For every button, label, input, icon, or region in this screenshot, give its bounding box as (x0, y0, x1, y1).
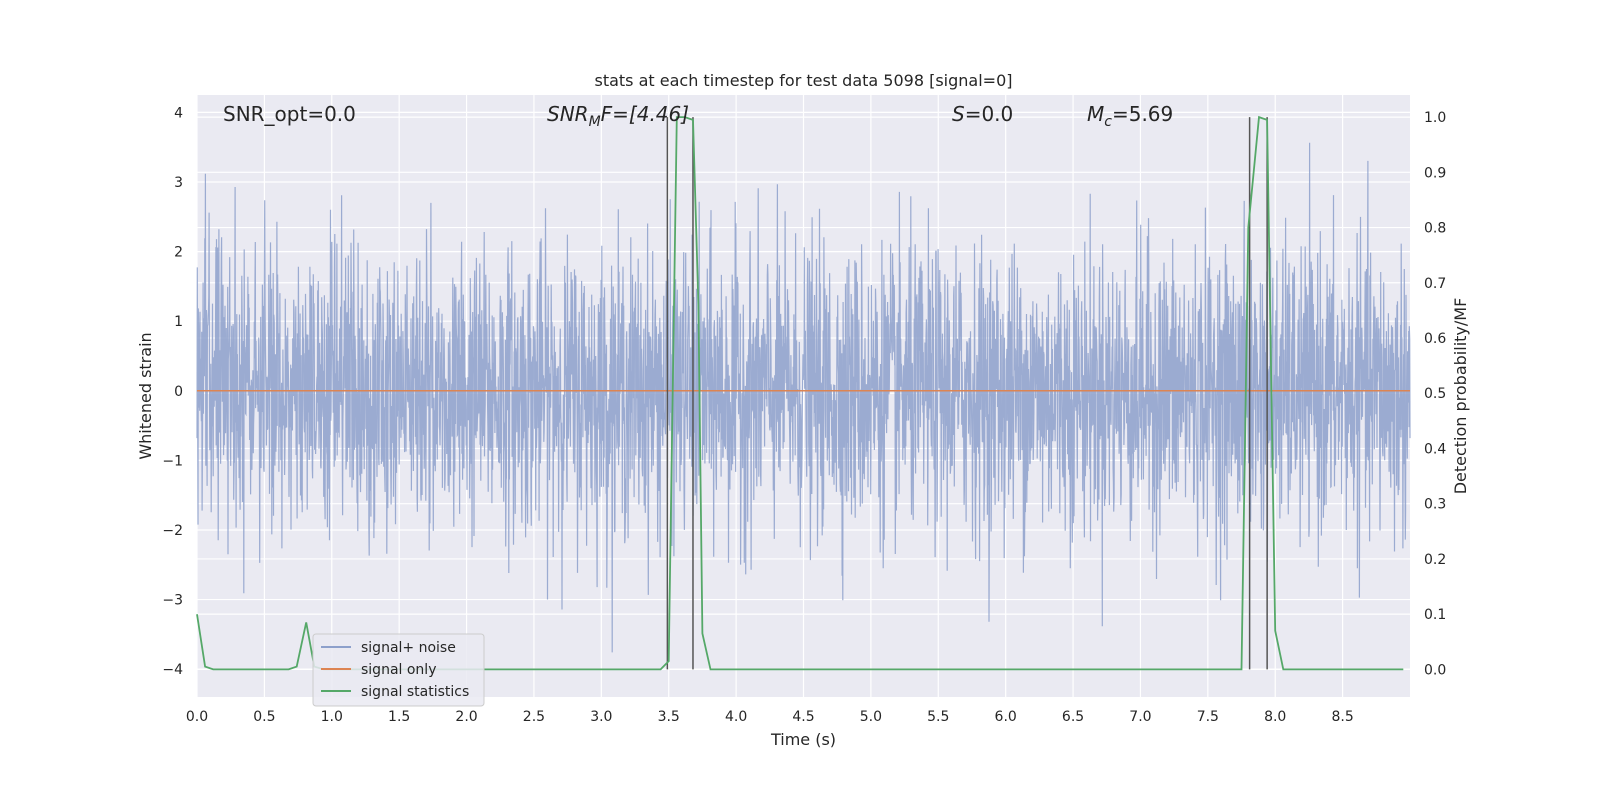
ticks: 0.0 0.5 1.0 1.5 2.0 2.5 3.0 3.5 4.0 4.5 5.0 5.5 6.0 6… (162, 105, 1446, 725)
y-tick-label-7: 3 (174, 175, 183, 191)
annotation-snr-opt: SNR_opt=0.0 (223, 102, 356, 126)
x-tick-label-14: 7.0 (1129, 709, 1151, 725)
annotations: SNR_opt=0.0 SNRMF=[4.46] S=0.0 Mc=5.69 (223, 102, 1173, 130)
x-tick-label-5: 2.5 (523, 709, 545, 725)
signal-statistics-line (196, 115, 1404, 671)
annotation-snr-mf-sub: M (589, 114, 601, 130)
annotation-mc-main: M (1087, 102, 1104, 126)
y-tick-label-6: 2 (174, 245, 183, 261)
annotation-mc-sub: c (1104, 114, 1112, 130)
x-tick-label-7: 3.5 (658, 709, 680, 725)
legend-box (312, 633, 485, 707)
annotation-snr-mf-main: SNR (547, 102, 589, 126)
x-tick-label-1: 0.5 (253, 709, 275, 725)
y-right-tick-label-1: 0.1 (1424, 607, 1446, 623)
x-tick-label-13: 6.5 (1062, 709, 1084, 725)
x-tick-label-4: 2.0 (455, 709, 477, 725)
series-signal-plus-noise (196, 142, 1411, 653)
x-tick-label-12: 6.0 (995, 709, 1017, 725)
y-tick-label-5: 1 (174, 314, 183, 330)
y-right-tick-label-5: 0.5 (1424, 386, 1446, 402)
y-right-tick-label-3: 0.3 (1424, 497, 1446, 513)
x-tick-label-16: 8.0 (1264, 709, 1286, 725)
x-tick-label-2: 1.0 (321, 709, 343, 725)
y-axis-right-label: Detection probability/MF (1451, 298, 1470, 495)
y-right-tick-label-0: 0.0 (1424, 662, 1446, 678)
y-tick-label-3: −1 (162, 453, 183, 469)
y-right-tick-label-7: 0.7 (1424, 276, 1446, 292)
x-tick-label-11: 5.5 (927, 709, 949, 725)
annotation-s-main: S (952, 102, 965, 126)
x-tick-label-8: 4.0 (725, 709, 747, 725)
y-tick-label-0: −4 (162, 662, 183, 678)
annotation-snr-mf: SNRMF=[4.46] (547, 102, 689, 130)
legend-entry-signal-plus-noise: signal+ noise (361, 640, 456, 656)
y-right-tick-label-4: 0.4 (1424, 441, 1446, 457)
y-tick-label-2: −2 (162, 523, 183, 539)
legend-entry-signal-only: signal only (361, 662, 436, 678)
annotation-mc-rest: =5.69 (1112, 102, 1173, 126)
chart-title: stats at each timestep for test data 509… (594, 71, 1012, 90)
y-tick-label-1: −3 (162, 593, 183, 609)
x-tick-label-0: 0.0 (186, 709, 208, 725)
x-tick-label-3: 1.5 (388, 709, 410, 725)
y-tick-label-4: 0 (174, 384, 183, 400)
annotation-snr-mf-rest: F=[4.46] (601, 102, 689, 126)
x-tick-label-6: 3.0 (590, 709, 612, 725)
annotation-s-rest: =0.0 (965, 102, 1014, 126)
legend: signal+ noise signal only signal statist… (312, 633, 485, 707)
y-axis-label: Whitened strain (136, 332, 155, 459)
y-right-tick-label-2: 0.2 (1424, 552, 1446, 568)
x-tick-label-9: 4.5 (792, 709, 814, 725)
annotation-s: S=0.0 (952, 102, 1013, 126)
x-tick-label-15: 7.5 (1197, 709, 1219, 725)
x-tick-label-10: 5.0 (860, 709, 882, 725)
signal-plus-noise-line (196, 142, 1411, 653)
y-right-tick-label-9: 0.9 (1424, 165, 1446, 181)
x-tick-label-17: 8.5 (1331, 709, 1353, 725)
annotation-mc: Mc=5.69 (1087, 102, 1173, 130)
y-right-tick-label-10: 1.0 (1424, 110, 1446, 126)
x-axis-label: Time (s) (770, 730, 836, 749)
series-signal-statistics (196, 115, 1404, 671)
legend-entry-signal-statistics: signal statistics (361, 684, 469, 700)
y-right-tick-label-6: 0.6 (1424, 331, 1446, 347)
y-tick-label-8: 4 (174, 105, 183, 121)
y-right-tick-label-8: 0.8 (1424, 221, 1446, 237)
